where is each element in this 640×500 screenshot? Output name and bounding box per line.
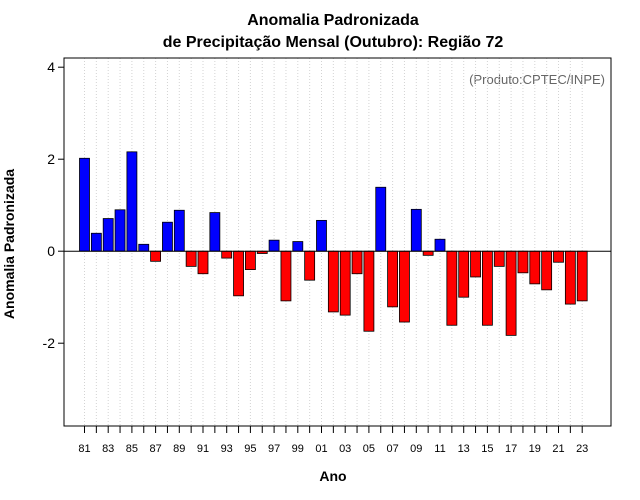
x-tick-label: 97: [268, 443, 280, 455]
bars: [79, 151, 588, 336]
bar-21: [553, 250, 564, 263]
x-tick-label: 91: [197, 443, 209, 455]
x-tick-label: 05: [363, 443, 375, 455]
x-tick-label: 09: [410, 443, 422, 455]
bar-83: [102, 218, 114, 252]
bar-85: [126, 151, 138, 252]
bar-15: [481, 250, 493, 326]
bar-81: [79, 157, 90, 252]
bar-00: [304, 250, 316, 281]
bar-95: [244, 250, 256, 270]
bar-18: [517, 250, 529, 274]
x-tick-label: 81: [78, 443, 90, 455]
x-tick-label: 13: [458, 443, 470, 455]
x-tick-label: 99: [292, 443, 304, 455]
x-tick-label: 03: [339, 443, 351, 455]
x-tick-label: 01: [315, 443, 327, 455]
bar-97: [268, 239, 280, 252]
bar-93: [221, 250, 233, 259]
x-tick-label: 17: [505, 443, 517, 455]
bar-16: [493, 250, 505, 267]
x-tick-label: 11: [434, 443, 445, 455]
bar-10: [422, 250, 434, 256]
bar-17: [505, 250, 517, 336]
bar-12: [446, 250, 458, 326]
bar-86: [138, 243, 150, 252]
bar-90: [185, 250, 197, 267]
bar-23: [576, 250, 588, 302]
bar-14: [470, 250, 481, 278]
x-tick-label: 07: [386, 443, 398, 455]
y-tick-label: 2: [47, 151, 55, 167]
bar-13: [458, 250, 470, 298]
chart-title: Anomalia Padronizada: [247, 12, 419, 29]
plot-frame: [63, 57, 612, 427]
source-annotation: (Produto:CPTEC/INPE): [469, 72, 605, 87]
x-tick-label: 89: [173, 443, 185, 455]
y-tick-label: 0: [47, 243, 55, 259]
bar-07: [387, 250, 399, 308]
x-tick-label: 83: [102, 443, 114, 455]
x-tick-label: 19: [529, 443, 541, 455]
bar-89: [173, 209, 185, 252]
bar-84: [114, 209, 126, 252]
x-axis-title: Ano: [319, 468, 346, 484]
bar-92: [209, 212, 221, 252]
bar-02: [327, 250, 339, 313]
bar-03: [339, 250, 351, 316]
bar-94: [233, 250, 244, 297]
bar-06: [375, 186, 387, 252]
bar-08: [399, 250, 410, 323]
bar-01: [316, 219, 327, 252]
bar-99: [292, 241, 304, 252]
bar-87: [150, 250, 162, 262]
x-tick-label: 15: [481, 443, 493, 455]
y-axis-title: Anomalia Padronizada: [1, 169, 17, 319]
bar-82: [90, 232, 102, 252]
bar-11: [434, 238, 446, 252]
x-tick-label: 93: [221, 443, 233, 455]
y-tick-label: 4: [47, 59, 55, 75]
x-tick-label: 21: [552, 443, 564, 455]
bar-05: [363, 250, 375, 332]
bar-98: [280, 250, 292, 302]
x-tick-label: 95: [244, 443, 256, 455]
bar-88: [162, 221, 173, 252]
x-tick-label: 85: [126, 443, 138, 455]
y-tick-label: -2: [43, 335, 56, 351]
bar-09: [410, 208, 422, 252]
x-tick-label: 87: [149, 443, 161, 455]
bar-20: [541, 250, 553, 291]
grid-lines: [84, 58, 583, 426]
axes: -2 0 2 4 81 83 85 87 89 91 93 95 97 99 01 03 05 07 09 11 13 1…: [43, 57, 612, 455]
bar-04: [351, 250, 363, 275]
bar-19: [529, 250, 541, 285]
x-tick-label: 23: [576, 443, 588, 455]
bar-22: [564, 250, 576, 305]
bar-91: [197, 250, 209, 275]
chart-subtitle: de Precipitação Mensal (Outubro): Região…: [163, 34, 504, 51]
